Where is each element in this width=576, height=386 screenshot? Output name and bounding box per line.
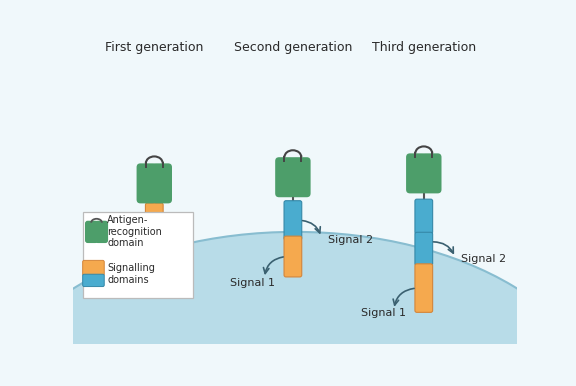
FancyBboxPatch shape (415, 264, 433, 312)
Text: Antigen-
recognition
domain: Antigen- recognition domain (107, 215, 162, 249)
FancyBboxPatch shape (415, 232, 433, 266)
FancyBboxPatch shape (137, 163, 157, 203)
FancyBboxPatch shape (275, 157, 295, 197)
Ellipse shape (0, 232, 576, 386)
FancyBboxPatch shape (284, 236, 302, 277)
FancyBboxPatch shape (145, 203, 163, 247)
Text: Second generation: Second generation (234, 41, 352, 54)
Text: Third generation: Third generation (372, 41, 476, 54)
FancyBboxPatch shape (83, 261, 104, 276)
Text: Signal 2: Signal 2 (461, 254, 506, 264)
FancyBboxPatch shape (406, 153, 426, 193)
FancyBboxPatch shape (152, 163, 172, 203)
FancyBboxPatch shape (85, 221, 98, 243)
FancyBboxPatch shape (84, 212, 193, 298)
Text: Signalling
domains: Signalling domains (107, 263, 155, 285)
Text: Signal 2: Signal 2 (328, 235, 373, 245)
FancyBboxPatch shape (290, 157, 310, 197)
FancyBboxPatch shape (422, 153, 441, 193)
FancyBboxPatch shape (83, 274, 104, 286)
Text: First generation: First generation (105, 41, 203, 54)
FancyBboxPatch shape (415, 199, 433, 234)
Text: Signal 1: Signal 1 (92, 245, 137, 255)
FancyBboxPatch shape (284, 201, 302, 240)
FancyBboxPatch shape (95, 221, 108, 243)
Text: Signal 1: Signal 1 (361, 308, 406, 318)
Text: Signal 1: Signal 1 (230, 278, 275, 288)
